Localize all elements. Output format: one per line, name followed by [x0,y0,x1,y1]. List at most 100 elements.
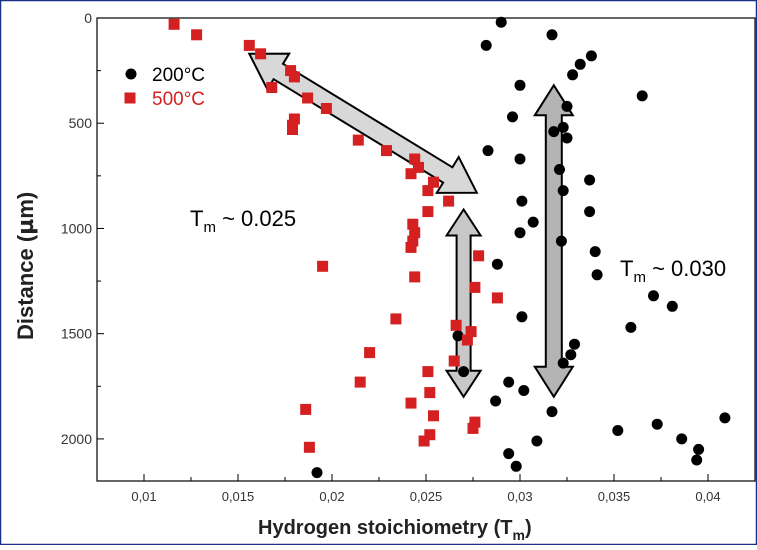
point-500c [266,82,278,93]
point-200c [651,418,663,430]
legend: 200°C 500°C [124,65,205,110]
point-200c [516,311,528,323]
point-500c [381,145,392,157]
double-arrow [444,207,483,399]
point-500c [473,250,485,262]
point-200c [514,79,526,91]
double-arrow [532,83,575,399]
point-200c [311,467,323,479]
point-200c [514,153,526,165]
point-200c [574,58,586,70]
point-200c [516,195,528,207]
x-axis-label: Hydrogen stoichiometry (Tm) [258,517,532,543]
point-500c [168,18,180,30]
point-500c [461,334,473,346]
point-200c [591,269,603,281]
y-tick-label: 1000 [61,220,92,236]
point-500c [255,48,267,60]
point-200c [555,235,567,247]
point-500c [405,397,417,409]
point-200c [554,164,565,175]
point-500c [409,227,421,239]
point-500c [320,103,332,114]
point-200c [518,385,530,396]
point-200c [565,349,577,361]
axis-ticks: 0,01 0,015 0,02 0,025 0,03 0,035 0,04 0 500 1000 1… [61,10,721,504]
point-500c [243,39,255,51]
point-200c [567,69,579,81]
point-500c [354,376,366,388]
legend-label-200c: 200°C [152,65,205,86]
y-tick-label: 2000 [61,431,92,447]
point-200c [480,39,492,51]
point-500c [303,441,315,453]
point-500c [422,366,434,378]
point-500c [390,313,402,325]
point-200c [676,433,688,445]
point-200c [503,448,515,460]
x-tick-label: 0,01 [131,489,156,504]
point-200c [495,16,507,28]
y-tick-label: 0 [84,10,92,26]
annotation-tm-025-sub: m [203,219,216,236]
point-200c [527,216,539,228]
point-500c [364,347,376,359]
point-500c [469,281,481,293]
point-200c [691,454,703,466]
x-tick-label: 0,035 [598,489,631,504]
point-200c [584,206,596,218]
annotation-tm-025: Tm ~ 0.025 [190,206,296,236]
point-200c [585,50,597,62]
annotation-tm-030-end: ~ 0.030 [646,256,726,281]
plot-area [96,17,756,482]
point-200c [625,321,637,333]
point-200c [584,174,596,186]
legend-label-500c: 500°C [152,89,205,110]
y-axis-label-main: Distance ( [13,234,38,340]
point-200c [503,376,515,388]
x-tick-label: 0,03 [507,489,532,504]
point-200c [510,460,522,472]
point-500c [287,124,298,135]
point-200c [458,366,470,378]
point-200c [546,29,558,41]
point-500c [405,168,417,180]
point-500c [409,271,421,283]
point-500c [448,355,460,367]
point-500c [424,387,436,399]
point-200c [569,338,580,350]
point-500c [428,176,439,188]
point-500c [491,292,503,304]
point-200c [452,330,464,342]
y-axis-label: Distance (µm) [13,192,39,340]
point-500c [288,71,300,83]
point-500c [300,403,312,415]
point-500c [405,241,417,253]
point-500c [352,134,364,146]
y-axis-label-end: m) [13,192,38,219]
point-200c [546,406,558,418]
y-axis-label-mu: µ [14,219,39,235]
y-tick-label: 1500 [61,326,92,342]
point-200c [491,258,503,270]
annotation-tm-030-main: T [620,256,633,281]
point-200c [514,227,526,239]
annotation-tm-025-end: ~ 0.025 [216,206,296,231]
data-points [168,16,731,479]
point-500c [285,65,297,77]
point-500c [450,319,462,331]
point-500c [288,113,300,125]
point-200c [636,90,648,102]
annotation-tm-030: Tm ~ 0.030 [620,256,726,286]
x-tick-label: 0,025 [410,489,443,504]
point-200c [666,300,678,312]
point-500c [409,153,421,165]
point-500c [422,206,434,218]
annotation-tm-030-sub: m [633,269,646,286]
point-500c [407,218,419,230]
x-tick-label: 0,015 [222,489,255,504]
point-500c [428,410,439,422]
point-500c [443,195,455,207]
